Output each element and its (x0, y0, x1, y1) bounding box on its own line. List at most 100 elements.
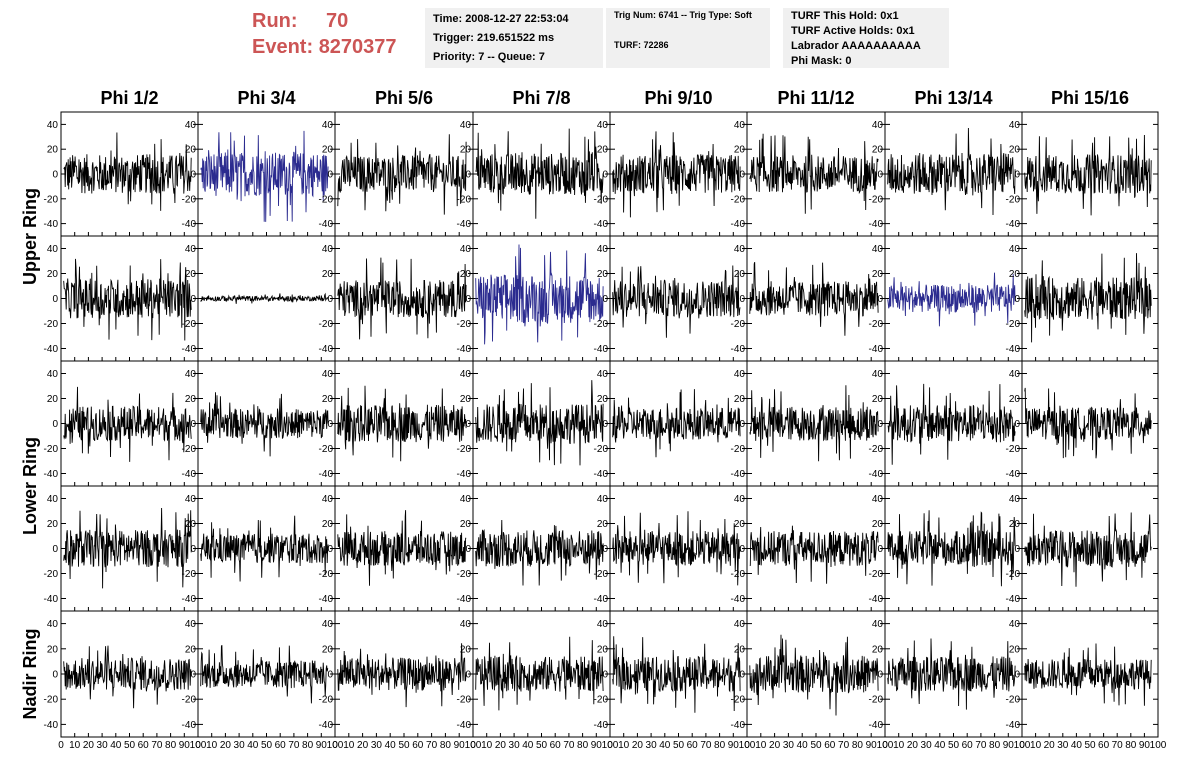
y-tick-label: -20 (182, 319, 197, 330)
phi-mask-text: Phi Mask: 0 (791, 55, 852, 67)
x-tick-label: 10 (1030, 740, 1042, 751)
y-tick-label: -20 (594, 319, 609, 330)
waveform-trace (63, 507, 192, 589)
x-tick-label: 30 (97, 740, 109, 751)
y-tick-label: 0 (465, 670, 471, 681)
y-tick-label: 20 (185, 519, 197, 530)
y-tick-label: 20 (872, 644, 884, 655)
waveform-trace (63, 386, 192, 462)
y-tick-label: -20 (44, 695, 59, 706)
trigger-text: Trigger: 219.651522 ms (433, 32, 555, 44)
x-tick-label: 100 (739, 740, 756, 751)
x-tick-label: 0 (882, 740, 888, 751)
x-tick-label: 10 (343, 740, 355, 751)
y-tick-label: 20 (322, 644, 334, 655)
y-tick-label: 40 (734, 244, 746, 255)
y-tick-label: 40 (1009, 369, 1021, 380)
waveform-trace (200, 515, 329, 582)
turf-active-text: TURF Active Holds: 0x1 (791, 25, 915, 37)
waveform-trace (887, 510, 1016, 587)
run-value: 70 (326, 10, 349, 32)
y-tick-label: 40 (597, 369, 609, 380)
waveform-trace (337, 257, 467, 340)
y-tick-label: 40 (460, 619, 472, 630)
y-tick-label: -20 (319, 695, 334, 706)
y-tick-label: -20 (731, 695, 746, 706)
y-tick-label: 20 (1009, 269, 1021, 280)
y-tick-label: -20 (1006, 444, 1021, 455)
x-tick-label: 20 (220, 740, 232, 751)
x-tick-label: 30 (234, 740, 246, 751)
y-tick-label: 20 (734, 394, 746, 405)
ring-label: Upper Ring (20, 188, 40, 285)
waveform-trace (337, 643, 467, 708)
y-tick-label: 20 (872, 394, 884, 405)
waveform-trace (1024, 134, 1152, 216)
x-tick-label: 10 (206, 740, 218, 751)
y-tick-label: 40 (47, 120, 59, 131)
y-tick-label: -40 (44, 720, 59, 731)
waveform-trace (63, 258, 192, 341)
y-tick-label: 0 (602, 670, 608, 681)
y-tick-label: -20 (869, 444, 884, 455)
y-tick-label: 0 (190, 419, 196, 430)
waveform-trace (63, 645, 192, 709)
y-tick-label: 40 (734, 369, 746, 380)
y-tick-label: -20 (182, 695, 197, 706)
turf-info-box: TURF This Hold: 0x1 TURF Active Holds: 0… (783, 8, 949, 68)
y-tick-label: 40 (1009, 494, 1021, 505)
run-event-box: Run: 70 Event: 8270377 (252, 8, 422, 68)
waveform-trace (475, 244, 604, 345)
y-tick-label: 40 (460, 244, 472, 255)
y-tick-label: 0 (1014, 294, 1020, 305)
x-tick-label: 70 (700, 740, 712, 751)
waveform-trace (475, 380, 604, 466)
y-tick-label: 40 (1009, 120, 1021, 131)
y-tick-label: 20 (185, 269, 197, 280)
waveform-trace (337, 134, 467, 215)
x-tick-label: 90 (454, 740, 466, 751)
column-title: Phi 3/4 (237, 88, 295, 108)
x-tick-label: 70 (563, 740, 575, 751)
y-tick-label: -40 (731, 469, 746, 480)
y-tick-label: 0 (327, 544, 333, 555)
y-tick-label: -20 (869, 695, 884, 706)
time-info-box: Time: 2008-12-27 22:53:04 Trigger: 219.6… (425, 8, 603, 68)
y-tick-label: 20 (872, 519, 884, 530)
y-tick-label: 20 (1009, 394, 1021, 405)
column-title: Phi 1/2 (100, 88, 158, 108)
y-tick-label: -40 (594, 344, 609, 355)
y-tick-label: 0 (1014, 170, 1020, 181)
y-tick-label: 20 (1009, 519, 1021, 530)
x-tick-label: 90 (866, 740, 878, 751)
y-tick-label: 0 (877, 670, 883, 681)
y-tick-label: 20 (322, 394, 334, 405)
y-tick-label: -40 (457, 720, 472, 731)
y-tick-label: -20 (182, 194, 197, 205)
y-tick-label: 40 (322, 369, 334, 380)
waveform-trace (1024, 512, 1152, 587)
x-tick-label: 30 (1057, 740, 1069, 751)
x-tick-label: 60 (275, 740, 287, 751)
y-tick-label: -20 (182, 569, 197, 580)
y-tick-label: -40 (182, 344, 197, 355)
y-tick-label: -20 (44, 319, 59, 330)
y-tick-label: -40 (44, 469, 59, 480)
y-tick-label: 20 (460, 145, 472, 156)
x-tick-label: 20 (769, 740, 781, 751)
x-tick-label: 10 (755, 740, 767, 751)
y-tick-label: 0 (52, 294, 58, 305)
y-tick-label: 20 (460, 269, 472, 280)
x-tick-label: 90 (591, 740, 603, 751)
y-tick-label: 0 (52, 670, 58, 681)
y-tick-label: -20 (1006, 194, 1021, 205)
y-tick-label: -20 (1006, 319, 1021, 330)
ring-label: Lower Ring (20, 437, 40, 535)
y-tick-label: 0 (52, 419, 58, 430)
x-tick-label: 90 (316, 740, 328, 751)
y-tick-label: 0 (327, 419, 333, 430)
labrador-text: Labrador AAAAAAAAAA (791, 40, 921, 52)
x-tick-label: 40 (934, 740, 946, 751)
y-tick-label: 0 (327, 294, 333, 305)
x-tick-label: 100 (602, 740, 619, 751)
